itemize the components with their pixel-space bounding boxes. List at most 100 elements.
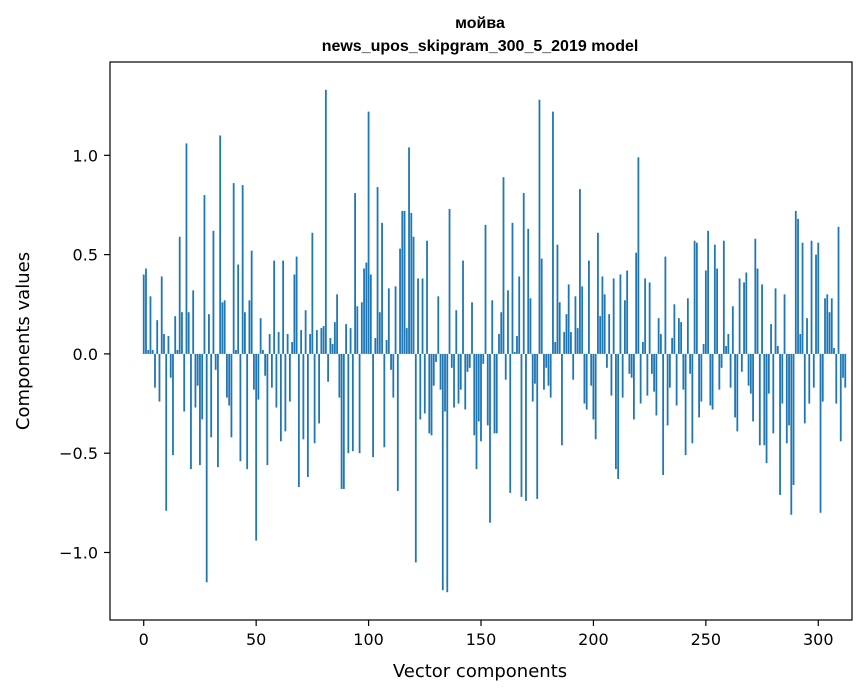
bar <box>432 353 435 386</box>
bar <box>745 272 748 354</box>
bar <box>248 300 251 354</box>
bar <box>561 353 563 446</box>
bar <box>333 322 336 354</box>
bar <box>347 353 350 454</box>
x-axis-label: Vector components <box>393 661 567 682</box>
bar <box>468 353 471 368</box>
bar <box>279 353 282 442</box>
y-axis-ticks: −1.0 −0.5 0.0 0.5 1.0 <box>59 146 110 562</box>
bar <box>489 353 491 523</box>
bar <box>763 353 766 446</box>
bar <box>700 353 703 402</box>
bar <box>675 353 678 406</box>
bar <box>527 228 530 354</box>
bar <box>477 353 480 422</box>
bar <box>444 353 446 412</box>
bar <box>480 353 482 442</box>
bar <box>547 353 550 386</box>
bar <box>695 242 698 354</box>
bar <box>244 312 246 354</box>
bar <box>187 312 190 354</box>
bar <box>799 334 802 354</box>
y-axis-label: Components values <box>13 252 34 430</box>
bar <box>286 334 289 354</box>
bar <box>556 244 559 354</box>
x-tick-label: 200 <box>578 630 609 649</box>
bar <box>747 353 750 386</box>
bar <box>284 353 287 432</box>
bar <box>752 353 754 422</box>
bar <box>331 343 334 354</box>
bar <box>668 353 671 388</box>
bar <box>297 353 300 487</box>
bar <box>704 270 707 354</box>
bar <box>722 240 725 354</box>
bar <box>711 353 714 410</box>
bar <box>754 238 757 354</box>
bar <box>495 353 498 434</box>
bar <box>208 314 210 354</box>
bar <box>718 353 721 390</box>
bar <box>657 318 660 354</box>
x-tick-label: 150 <box>466 630 497 649</box>
bar <box>531 353 534 402</box>
bar <box>351 353 354 452</box>
bar <box>637 157 640 354</box>
y-tick-label: 0.5 <box>73 246 98 265</box>
bar <box>500 312 503 354</box>
bar <box>394 286 397 354</box>
bar <box>671 338 674 354</box>
bar <box>720 353 723 368</box>
bar <box>259 318 262 354</box>
bar <box>376 187 379 354</box>
bar <box>529 298 532 354</box>
bar <box>491 300 494 354</box>
bar <box>264 353 267 376</box>
bars-group <box>142 89 847 593</box>
bar <box>743 282 745 354</box>
bar <box>570 332 572 354</box>
bar <box>565 314 568 354</box>
bar <box>673 304 676 354</box>
bar <box>603 294 606 354</box>
bar <box>772 353 775 434</box>
bar <box>682 353 685 390</box>
bar <box>327 353 329 382</box>
bar <box>824 298 826 354</box>
bar <box>169 353 172 378</box>
bar <box>450 353 453 368</box>
bar <box>592 353 595 420</box>
bar <box>466 353 469 372</box>
bar <box>226 353 228 398</box>
bar <box>509 353 512 493</box>
bar <box>396 353 399 491</box>
bar <box>217 353 219 468</box>
bar <box>765 353 768 464</box>
bar <box>329 338 332 354</box>
x-tick-label: 100 <box>353 630 384 649</box>
bar <box>320 328 323 354</box>
bar <box>235 349 237 354</box>
bar <box>639 353 642 404</box>
bar <box>806 318 808 354</box>
bar <box>590 353 593 386</box>
bar <box>686 298 689 354</box>
y-tick-label: −0.5 <box>59 444 98 463</box>
bar <box>776 345 779 354</box>
bar <box>471 302 473 354</box>
bar <box>646 353 649 396</box>
bar <box>151 349 154 354</box>
bar <box>421 278 424 354</box>
bar <box>275 353 278 408</box>
bar <box>606 353 608 368</box>
bar <box>300 330 303 354</box>
bar <box>322 326 325 354</box>
bar <box>601 276 604 354</box>
bar <box>774 288 777 354</box>
bar <box>588 260 590 354</box>
bar <box>430 353 433 436</box>
bar <box>536 353 539 499</box>
bar <box>342 353 345 489</box>
bar <box>369 274 372 354</box>
bar <box>163 334 165 354</box>
